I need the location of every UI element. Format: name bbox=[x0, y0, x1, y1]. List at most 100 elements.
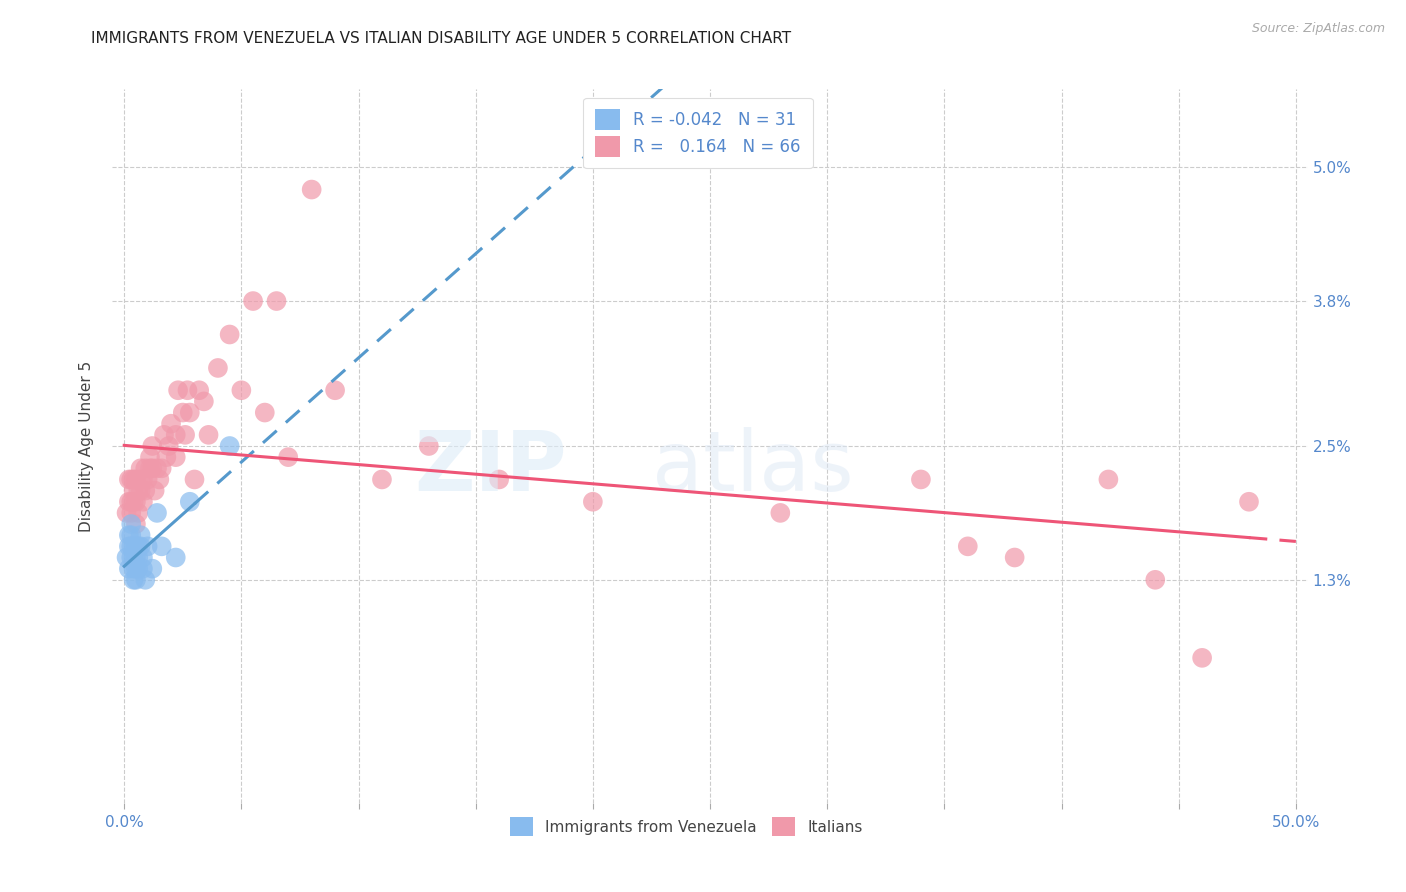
Point bbox=[1237, 494, 1260, 508]
Point bbox=[165, 550, 187, 565]
Point bbox=[127, 550, 149, 565]
Point bbox=[115, 550, 138, 565]
Point bbox=[193, 394, 215, 409]
Point bbox=[176, 384, 198, 398]
Point bbox=[174, 427, 197, 442]
Point bbox=[1097, 472, 1119, 486]
Point bbox=[118, 539, 141, 553]
Point bbox=[146, 461, 169, 475]
Point bbox=[242, 293, 264, 308]
Point bbox=[122, 539, 145, 553]
Point bbox=[167, 384, 190, 398]
Point bbox=[218, 439, 240, 453]
Point bbox=[129, 539, 152, 553]
Point bbox=[150, 539, 173, 553]
Point bbox=[146, 506, 169, 520]
Point bbox=[139, 450, 162, 464]
Point bbox=[153, 427, 176, 442]
Point bbox=[122, 494, 145, 508]
Point bbox=[120, 539, 142, 553]
Point bbox=[141, 439, 163, 453]
Point bbox=[179, 405, 201, 419]
Point bbox=[183, 472, 205, 486]
Point bbox=[165, 450, 187, 464]
Point bbox=[165, 427, 187, 442]
Point bbox=[172, 405, 194, 419]
Point bbox=[118, 494, 141, 508]
Point bbox=[218, 327, 240, 342]
Point bbox=[139, 461, 162, 475]
Point bbox=[120, 506, 142, 520]
Point bbox=[582, 494, 605, 508]
Point bbox=[125, 550, 148, 565]
Point bbox=[122, 483, 145, 498]
Point bbox=[143, 483, 166, 498]
Point bbox=[132, 472, 155, 486]
Y-axis label: Disability Age Under 5: Disability Age Under 5 bbox=[79, 360, 94, 532]
Point bbox=[125, 472, 148, 486]
Point bbox=[155, 450, 177, 464]
Point bbox=[179, 494, 201, 508]
Point bbox=[371, 472, 394, 486]
Point bbox=[127, 539, 149, 553]
Point bbox=[115, 506, 138, 520]
Text: ZIP: ZIP bbox=[415, 427, 567, 508]
Point bbox=[129, 472, 152, 486]
Text: atlas: atlas bbox=[652, 427, 853, 508]
Point bbox=[120, 550, 142, 565]
Point bbox=[129, 461, 152, 475]
Point bbox=[120, 528, 142, 542]
Point bbox=[132, 494, 155, 508]
Point bbox=[118, 528, 141, 542]
Point bbox=[301, 182, 323, 196]
Point bbox=[120, 472, 142, 486]
Point bbox=[125, 539, 148, 553]
Legend: Immigrants from Venezuela, Italians: Immigrants from Venezuela, Italians bbox=[501, 808, 872, 845]
Point bbox=[488, 472, 510, 486]
Point bbox=[253, 405, 276, 419]
Point bbox=[141, 562, 163, 576]
Point bbox=[125, 573, 148, 587]
Point bbox=[136, 539, 159, 553]
Point bbox=[134, 461, 156, 475]
Text: Source: ZipAtlas.com: Source: ZipAtlas.com bbox=[1251, 22, 1385, 36]
Point bbox=[125, 562, 148, 576]
Point bbox=[148, 472, 170, 486]
Point bbox=[122, 550, 145, 565]
Point bbox=[122, 472, 145, 486]
Point bbox=[157, 439, 180, 453]
Point bbox=[127, 562, 149, 576]
Point bbox=[120, 494, 142, 508]
Point bbox=[188, 384, 211, 398]
Point bbox=[769, 506, 792, 520]
Point bbox=[129, 528, 152, 542]
Point bbox=[132, 562, 155, 576]
Point bbox=[1144, 573, 1167, 587]
Point bbox=[266, 293, 288, 308]
Point bbox=[150, 461, 173, 475]
Point bbox=[418, 439, 440, 453]
Point bbox=[207, 360, 229, 375]
Point bbox=[125, 494, 148, 508]
Point bbox=[127, 483, 149, 498]
Point bbox=[277, 450, 299, 464]
Point bbox=[134, 483, 156, 498]
Text: IMMIGRANTS FROM VENEZUELA VS ITALIAN DISABILITY AGE UNDER 5 CORRELATION CHART: IMMIGRANTS FROM VENEZUELA VS ITALIAN DIS… bbox=[91, 31, 792, 46]
Point bbox=[956, 539, 979, 553]
Point bbox=[120, 516, 142, 531]
Point bbox=[136, 472, 159, 486]
Point bbox=[134, 573, 156, 587]
Point bbox=[141, 461, 163, 475]
Point bbox=[1191, 651, 1213, 665]
Point bbox=[197, 427, 219, 442]
Point bbox=[118, 472, 141, 486]
Point bbox=[1004, 550, 1026, 565]
Point bbox=[323, 384, 346, 398]
Point bbox=[118, 562, 141, 576]
Point bbox=[125, 516, 148, 531]
Point bbox=[122, 562, 145, 576]
Point bbox=[122, 573, 145, 587]
Point bbox=[132, 550, 155, 565]
Point bbox=[160, 417, 183, 431]
Point bbox=[127, 506, 149, 520]
